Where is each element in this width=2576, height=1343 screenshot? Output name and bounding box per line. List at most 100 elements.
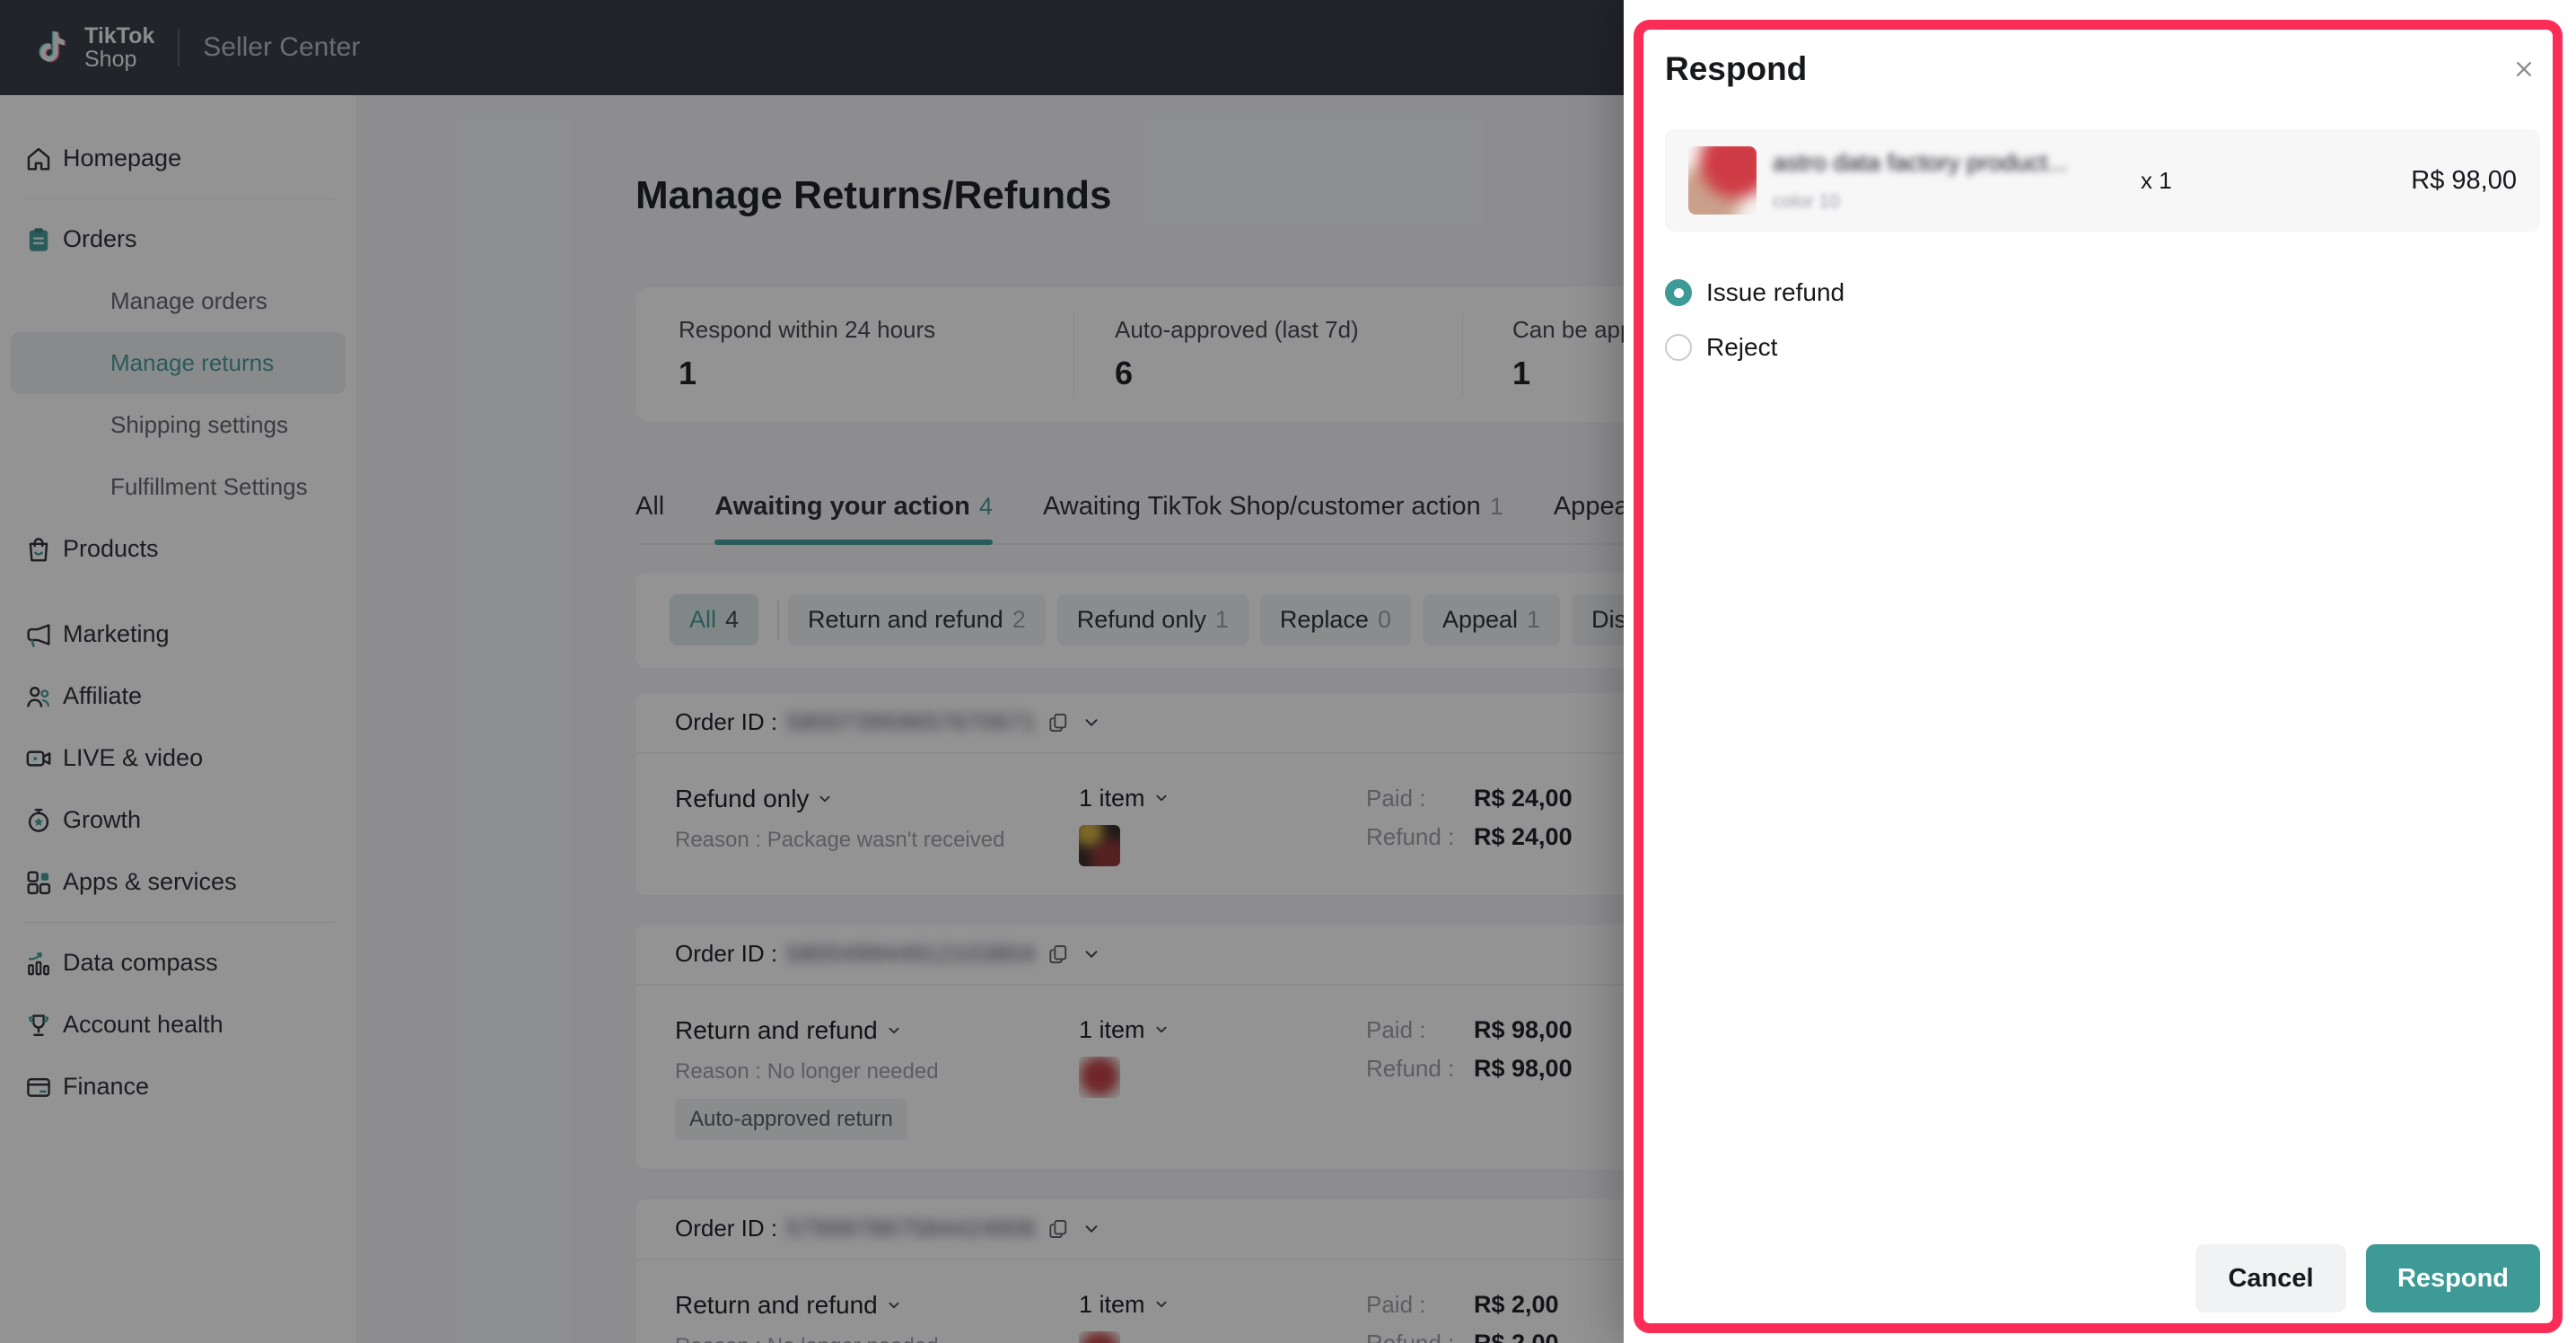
apps-icon: [27, 870, 51, 894]
sidebar-item-finance[interactable]: Finance: [11, 1056, 346, 1118]
filter-chip-appeal[interactable]: Appeal 1: [1422, 594, 1561, 646]
product-thumbnail[interactable]: [1079, 1330, 1120, 1343]
home-icon: [27, 147, 50, 171]
stat-respond-24h: Respond within 24 hours 1: [635, 312, 1074, 396]
order-card: Order ID : 580073959657670671 Refund onl…: [635, 692, 2143, 895]
chevron-down-icon[interactable]: [1081, 944, 1102, 965]
order-id-value: 579997867584424906: [786, 1215, 1037, 1242]
brand-name: TikTok Shop: [84, 23, 155, 72]
drawer-footer: Cancel Respond: [2195, 1244, 2540, 1312]
order-body: Return and refund Reason : No longer nee…: [635, 986, 2143, 1169]
orders-icon: [29, 227, 48, 251]
copy-icon[interactable]: [1047, 943, 1070, 966]
chevron-down-icon: [1156, 794, 1167, 802]
tab-appeal[interactable]: Appeal: [1553, 491, 1635, 521]
order-id-label: Order ID :: [675, 1215, 778, 1242]
chevron-down-icon: [889, 1302, 899, 1308]
order-body: Return and refund Reason : No longer nee…: [635, 1260, 2143, 1343]
order-type-col: Return and refund Reason : No longer nee…: [675, 1016, 1079, 1140]
order-header: Order ID : 580073959657670671: [635, 693, 2143, 754]
tab-count: 1: [1489, 492, 1503, 520]
order-id-label: Order ID :: [675, 708, 778, 736]
page-title: Manage Returns/Refunds: [635, 173, 1112, 218]
return-reason: Reason : No longer needed: [675, 1334, 1079, 1343]
sidebar: Homepage Orders Manage orders Manage ret…: [0, 95, 357, 1343]
product-info: astro data factory product... color 10: [1773, 149, 2141, 213]
order-money-col: Paid : R$ 24,00 Refund : R$ 24,00: [1366, 784, 1573, 850]
sidebar-item-shipping-settings[interactable]: Shipping settings: [110, 411, 289, 438]
copy-icon[interactable]: [1047, 711, 1070, 734]
sidebar-item-products[interactable]: Products: [11, 518, 346, 580]
order-type-col: Return and refund Reason : No longer nee…: [675, 1291, 1079, 1343]
tab-awaiting-your-action[interactable]: Awaiting your action 4: [714, 492, 993, 545]
copy-icon[interactable]: [1047, 1217, 1070, 1241]
chevron-down-icon[interactable]: [1081, 1218, 1102, 1240]
radio-unselected-icon[interactable]: [1665, 334, 1692, 361]
product-thumbnail[interactable]: [1079, 824, 1120, 866]
sidebar-item-account-health[interactable]: Account health: [11, 994, 346, 1056]
chevron-down-icon: [819, 795, 830, 802]
chevron-down-icon[interactable]: [1081, 712, 1102, 733]
items-dropdown[interactable]: 1 item: [1079, 1016, 1366, 1044]
chevron-down-icon: [1156, 1301, 1167, 1308]
finance-icon: [27, 1077, 50, 1097]
order-id-value: 580073959657670671: [786, 708, 1037, 736]
tab-all[interactable]: All: [635, 491, 665, 521]
product-variant: color 10: [1773, 190, 1840, 212]
tab-count: 4: [978, 492, 993, 520]
tiktok-shop-logo[interactable]: TikTok Shop: [32, 24, 154, 71]
sidebar-item-live-video[interactable]: LIVE & video: [11, 727, 346, 789]
order-header: Order ID : 580049944912103804: [635, 925, 2143, 986]
chevron-down-icon: [889, 1027, 899, 1033]
option-issue-refund[interactable]: Issue refund: [1665, 278, 2540, 307]
respond-button[interactable]: Respond: [2366, 1244, 2540, 1312]
filter-chip-all[interactable]: All 4: [670, 594, 759, 646]
app-title: Seller Center: [203, 32, 361, 62]
return-type-dropdown[interactable]: Return and refund: [675, 1016, 1079, 1045]
order-money-col: Paid : R$ 98,00 Refund : R$ 98,00: [1366, 1015, 1573, 1082]
filter-chip-replace[interactable]: Replace 0: [1259, 594, 1411, 646]
tab-awaiting-tiktok-customer-action[interactable]: Awaiting TikTok Shop/customer action 1: [1042, 491, 1503, 521]
order-money-col: Paid : R$ 2,00 Refund : R$ 2,00: [1366, 1290, 1559, 1343]
items-dropdown[interactable]: 1 item: [1079, 1291, 1366, 1319]
option-reject[interactable]: Reject: [1665, 333, 2540, 362]
sidebar-item-manage-returns[interactable]: Manage returns: [11, 332, 346, 394]
order-id-label: Order ID :: [675, 940, 778, 968]
sidebar-item-apps-services[interactable]: Apps & services: [11, 851, 346, 913]
tiktok-logo-icon: [39, 31, 66, 63]
sidebar-divider: [22, 922, 335, 923]
cancel-button[interactable]: Cancel: [2195, 1244, 2346, 1312]
sidebar-item-growth[interactable]: Growth: [11, 789, 346, 851]
return-reason: Reason : Package wasn't received: [675, 827, 1005, 852]
marketing-icon: [27, 623, 50, 647]
data-compass-icon: [28, 952, 49, 975]
sidebar-item-affiliate[interactable]: Affiliate: [11, 665, 346, 727]
filter-chip-return-and-refund[interactable]: Return and refund 2: [788, 594, 1046, 646]
sidebar-item-marketing[interactable]: Marketing: [11, 603, 346, 665]
product-thumbnail: [1688, 146, 1757, 215]
sidebar-item-fulfillment-settings[interactable]: Fulfillment Settings: [110, 473, 308, 500]
sidebar-item-orders[interactable]: Orders: [11, 208, 346, 270]
stat-can-be-approved: Can be app 1: [1512, 316, 1634, 392]
product-price: R$ 98,00: [2411, 165, 2517, 195]
items-dropdown[interactable]: 1 item: [1079, 785, 1366, 812]
product-thumbnail[interactable]: [1079, 1056, 1120, 1098]
order-type-col: Refund only Reason : Package wasn't rece…: [675, 785, 1079, 866]
drawer-product-card: astro data factory product... color 10 x…: [1665, 129, 2540, 232]
sidebar-item-data-compass[interactable]: Data compass: [11, 932, 346, 994]
affiliate-icon: [27, 686, 50, 707]
filter-chip-refund-only[interactable]: Refund only 1: [1056, 594, 1249, 646]
order-header: Order ID : 579997867584424906: [635, 1199, 2143, 1260]
filter-divider: [777, 600, 780, 640]
drawer-title: Respond: [1665, 50, 1808, 87]
radio-selected-icon[interactable]: [1665, 279, 1692, 306]
account-health-icon: [29, 1014, 48, 1036]
sidebar-item-homepage[interactable]: Homepage: [11, 127, 346, 189]
return-type-dropdown[interactable]: Return and refund: [675, 1291, 1079, 1320]
close-icon[interactable]: [2508, 53, 2540, 85]
return-type-dropdown[interactable]: Refund only: [675, 785, 1079, 813]
sidebar-item-manage-orders[interactable]: Manage orders: [110, 287, 267, 314]
order-body: Refund only Reason : Package wasn't rece…: [635, 754, 2143, 895]
stat-auto-approved: Auto-approved (last 7d) 6: [1074, 312, 1463, 396]
